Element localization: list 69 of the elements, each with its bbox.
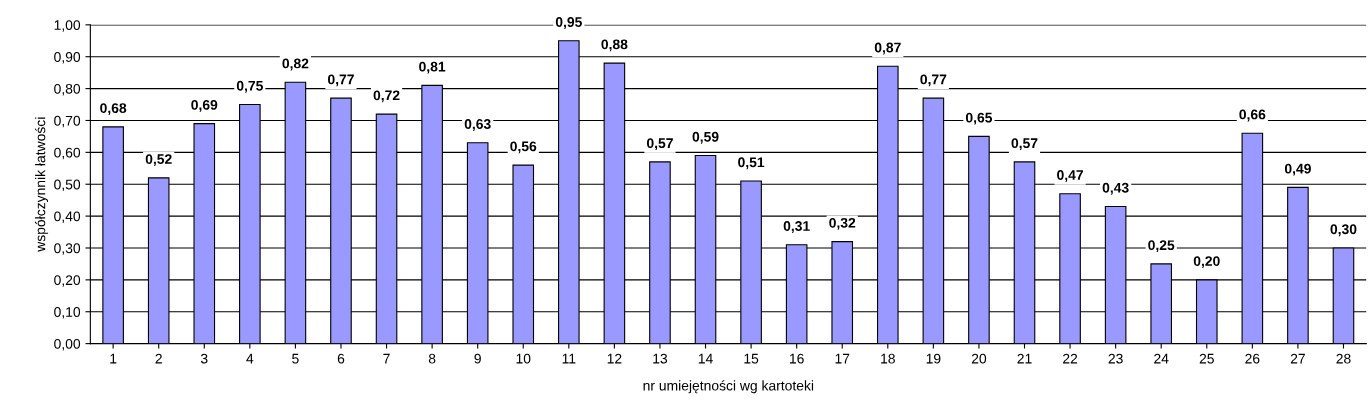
x-tick-label: 5 [292, 353, 299, 364]
x-tick-label: 8 [428, 353, 436, 364]
x-tick-label: 22 [1063, 353, 1078, 364]
data-label: 0,95 [555, 17, 582, 29]
data-label: 0,59 [692, 131, 719, 144]
y-tick-label: 0,40 [54, 211, 81, 223]
x-tick-label: 11 [562, 353, 576, 364]
data-label: 0,47 [1057, 170, 1083, 182]
x-tick-label: 13 [653, 353, 668, 364]
y-tick-label: 0,90 [54, 52, 81, 64]
y-tick-label: 0,10 [54, 307, 81, 319]
y-tick-label: 0,80 [54, 83, 81, 96]
y-tick-label: 1,00 [54, 20, 81, 32]
x-tick-label: 21 [1017, 353, 1032, 364]
x-tick-label: 19 [926, 353, 941, 364]
data-label: 0,51 [738, 157, 765, 170]
x-tick-label: 20 [971, 353, 987, 364]
x-tick-label: 7 [383, 353, 390, 364]
y-tick-label: 0,30 [54, 243, 81, 255]
data-label: 0,32 [829, 217, 856, 230]
x-tick-label: 9 [474, 353, 481, 364]
x-tick-label: 2 [155, 353, 162, 364]
data-label: 0,69 [191, 99, 218, 112]
data-label: 0,77 [328, 74, 354, 87]
x-tick-label: 15 [744, 353, 759, 364]
data-label: 0,43 [1102, 182, 1129, 195]
data-label: 0,82 [282, 58, 309, 71]
x-tick-label: 26 [1245, 353, 1260, 364]
x-tick-label: 10 [516, 353, 531, 364]
data-label: 0,20 [1193, 256, 1220, 269]
x-axis-title: nr umiejętności wg kartoteki [643, 380, 814, 394]
x-tick-label: 23 [1108, 353, 1123, 364]
y-tick-label: 0,60 [54, 147, 81, 160]
data-label: 0,31 [783, 221, 810, 233]
data-label: 0,77 [920, 74, 947, 87]
data-label: 0,87 [874, 42, 901, 55]
data-label: 0,63 [464, 119, 491, 131]
x-tick-label: 25 [1199, 353, 1214, 364]
x-tick-label: 3 [200, 353, 208, 364]
x-tick-label: 6 [337, 353, 345, 364]
y-tick-label: 0,20 [54, 275, 81, 287]
data-label: 0,57 [646, 138, 673, 151]
x-tick-label: 1 [110, 353, 117, 364]
data-label: 0,52 [145, 154, 172, 167]
x-tick-label: 27 [1290, 353, 1305, 364]
x-tick-label: 24 [1154, 353, 1169, 364]
x-tick-label: 28 [1336, 353, 1351, 364]
data-label: 0,57 [1011, 138, 1038, 151]
data-label: 0,30 [1330, 224, 1357, 237]
data-label: 0,56 [510, 141, 537, 154]
data-label: 0,81 [419, 61, 446, 74]
data-label: 0,25 [1148, 240, 1175, 253]
y-tick-label: 0,70 [54, 115, 81, 128]
y-tick-label: 0,50 [54, 179, 81, 192]
y-tick-label: 0,00 [54, 338, 81, 351]
data-label: 0,66 [1239, 109, 1266, 122]
data-label: 0,65 [965, 112, 993, 125]
x-tick-label: 17 [835, 353, 850, 364]
data-label: 0,49 [1284, 163, 1311, 176]
x-tick-label: 18 [881, 353, 895, 364]
data-label: 0,72 [373, 90, 400, 103]
data-label: 0,68 [100, 103, 127, 116]
y-axis-title: współczynnik łatwości [34, 117, 49, 252]
x-tick-label: 16 [790, 353, 804, 364]
data-label: 0,88 [601, 39, 628, 52]
data-label: 0,75 [236, 80, 263, 93]
x-tick-label: 4 [246, 353, 254, 364]
x-tick-label: 12 [607, 353, 622, 364]
x-tick-label: 14 [698, 353, 713, 364]
